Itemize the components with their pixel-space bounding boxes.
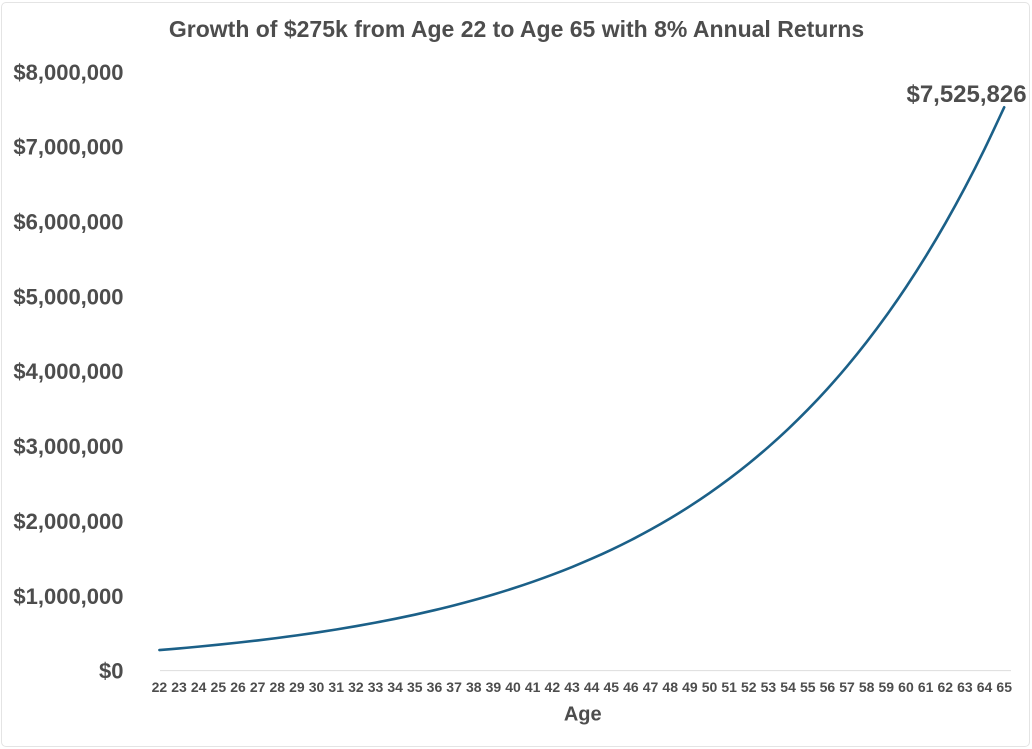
svg-text:$7,000,000: $7,000,000: [13, 135, 123, 160]
svg-text:61: 61: [918, 679, 934, 695]
svg-text:28: 28: [269, 679, 285, 695]
svg-text:57: 57: [839, 679, 855, 695]
svg-text:65: 65: [996, 679, 1012, 695]
svg-text:24: 24: [191, 679, 207, 695]
svg-text:30: 30: [309, 679, 325, 695]
svg-text:45: 45: [603, 679, 619, 695]
svg-text:59: 59: [879, 679, 895, 695]
svg-text:50: 50: [702, 679, 718, 695]
svg-text:41: 41: [525, 679, 541, 695]
svg-text:40: 40: [505, 679, 521, 695]
svg-text:49: 49: [682, 679, 698, 695]
svg-text:43: 43: [564, 679, 580, 695]
svg-text:32: 32: [348, 679, 364, 695]
svg-text:53: 53: [761, 679, 777, 695]
svg-text:$6,000,000: $6,000,000: [13, 210, 123, 235]
svg-text:35: 35: [407, 679, 423, 695]
svg-text:64: 64: [977, 679, 993, 695]
svg-text:56: 56: [820, 679, 836, 695]
svg-text:47: 47: [643, 679, 659, 695]
svg-text:$7,525,826: $7,525,826: [906, 81, 1026, 108]
svg-text:48: 48: [662, 679, 678, 695]
svg-text:51: 51: [721, 679, 737, 695]
svg-text:58: 58: [859, 679, 875, 695]
svg-text:$1,000,000: $1,000,000: [13, 584, 123, 609]
svg-text:25: 25: [211, 679, 227, 695]
svg-text:37: 37: [446, 679, 462, 695]
svg-text:29: 29: [289, 679, 305, 695]
svg-text:22: 22: [152, 679, 168, 695]
svg-text:54: 54: [780, 679, 796, 695]
svg-text:38: 38: [466, 679, 482, 695]
svg-text:55: 55: [800, 679, 816, 695]
svg-text:31: 31: [328, 679, 344, 695]
svg-text:Age: Age: [564, 704, 602, 726]
svg-text:$2,000,000: $2,000,000: [13, 509, 123, 534]
svg-text:39: 39: [486, 679, 502, 695]
svg-text:42: 42: [545, 679, 561, 695]
svg-text:26: 26: [230, 679, 246, 695]
svg-text:27: 27: [250, 679, 266, 695]
svg-text:46: 46: [623, 679, 639, 695]
svg-text:$8,000,000: $8,000,000: [13, 63, 123, 85]
svg-text:$0: $0: [99, 659, 123, 684]
svg-text:$4,000,000: $4,000,000: [13, 359, 123, 384]
svg-text:62: 62: [937, 679, 953, 695]
svg-text:52: 52: [741, 679, 757, 695]
svg-text:63: 63: [957, 679, 973, 695]
svg-text:36: 36: [427, 679, 443, 695]
svg-text:23: 23: [171, 679, 187, 695]
svg-text:34: 34: [387, 679, 403, 695]
svg-text:$3,000,000: $3,000,000: [13, 434, 123, 459]
svg-text:$5,000,000: $5,000,000: [13, 284, 123, 309]
svg-text:44: 44: [584, 679, 600, 695]
svg-text:33: 33: [368, 679, 384, 695]
svg-text:60: 60: [898, 679, 914, 695]
